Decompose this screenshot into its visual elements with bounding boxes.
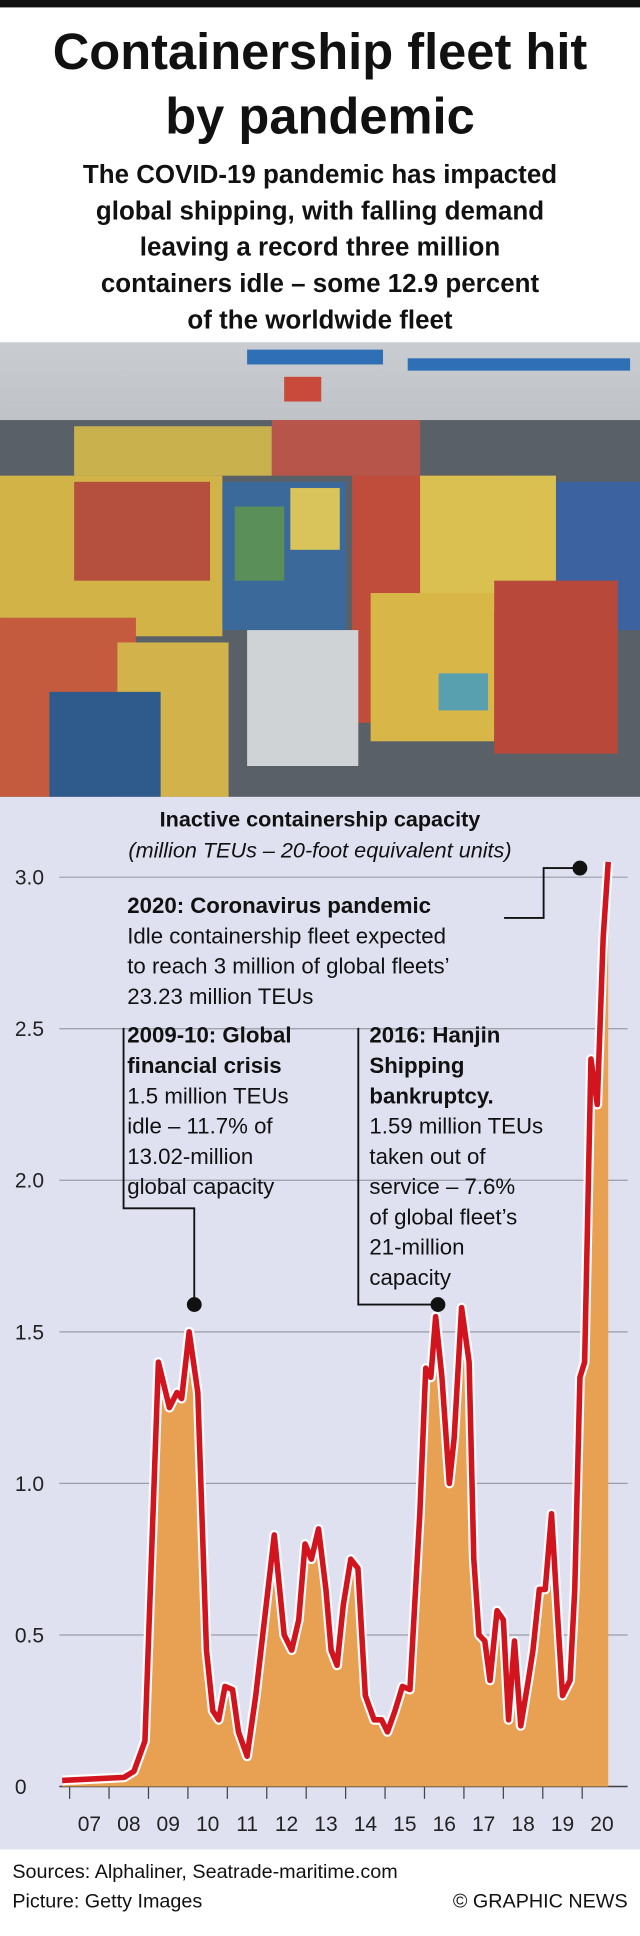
- x-tick-label: 10: [196, 1813, 219, 1836]
- annotation-dot: [186, 1297, 202, 1312]
- leader-line: [122, 1027, 196, 1305]
- annotation-text: capacity: [369, 1265, 451, 1290]
- annotation-text: 1.5 million TEUs: [127, 1083, 288, 1108]
- annotation-title: bankruptcy.: [369, 1083, 493, 1108]
- x-tick-label: 08: [117, 1813, 140, 1836]
- subtitle-line: of the worldwide fleet: [187, 307, 453, 335]
- chart-subtitle: (million TEUs – 20-foot equivalent units…: [128, 837, 511, 862]
- subtitle-line: leaving a record three million: [140, 234, 500, 262]
- annotation-text: to reach 3 million of global fleets’: [127, 954, 449, 979]
- annotation-text: idle – 11.7% of: [127, 1114, 273, 1139]
- x-tick-label: 14: [354, 1813, 378, 1836]
- annotation-text: 13.02-million: [127, 1144, 253, 1169]
- x-tick-label: 18: [511, 1813, 534, 1836]
- y-tick-label: 3.0: [15, 867, 44, 890]
- y-tick-label: 1.5: [15, 1321, 44, 1344]
- x-tick-label: 07: [78, 1813, 101, 1836]
- credit: © GRAPHIC NEWS: [453, 1891, 628, 1913]
- annotation-text: Idle containership fleet expected: [127, 923, 446, 948]
- x-tick-label: 11: [236, 1813, 258, 1836]
- x-tick-label: 13: [314, 1813, 337, 1836]
- x-tick-label: 19: [551, 1813, 574, 1836]
- picture-credit: Picture: Getty Images: [12, 1891, 202, 1913]
- subtitle-line: global shipping, with falling demand: [96, 197, 544, 225]
- annotation-title: financial crisis: [127, 1053, 281, 1078]
- annotation-title: Shipping: [369, 1053, 464, 1078]
- plot: [61, 861, 614, 1787]
- annotation-text: taken out of: [369, 1144, 486, 1169]
- top-bar: [0, 0, 640, 8]
- x-tick-label: 17: [472, 1813, 495, 1836]
- leader-line: [357, 1027, 438, 1306]
- line: [62, 861, 612, 1784]
- y-tick-label: 2.5: [15, 1018, 44, 1041]
- annotation-text: of global fleet’s: [369, 1204, 517, 1229]
- subtitle-line: The COVID-19 pandemic has impacted: [83, 161, 557, 189]
- y-tick-label: 0.5: [15, 1624, 44, 1647]
- y-tick-label: 1.0: [15, 1473, 44, 1496]
- subtitle-line: containers idle – some 12.9 percent: [101, 270, 540, 298]
- annotation-title: 2009-10: Global: [127, 1023, 291, 1048]
- subtitle: The COVID-19 pandemic has impacted global…: [83, 161, 557, 335]
- annotation-text: 21-million: [369, 1235, 464, 1260]
- title: Containership fleet hit by pandemic: [53, 23, 588, 144]
- annotation-title: 2016: Hanjin: [369, 1023, 500, 1048]
- x-tick-label: 16: [433, 1813, 456, 1836]
- x-tick-label: 09: [157, 1813, 180, 1836]
- annotation-text: 23.23 million TEUs: [127, 984, 313, 1009]
- photo: [0, 342, 640, 797]
- y-tick-label: 0: [15, 1776, 27, 1799]
- x-tick-label: 15: [393, 1813, 416, 1836]
- x-tick-label: 12: [275, 1813, 298, 1836]
- annotation-text: global capacity: [127, 1174, 275, 1199]
- annotation-dot: [572, 860, 588, 876]
- annotation-text: 1.59 million TEUs: [369, 1114, 543, 1139]
- annotation-title: 2020: Coronavirus pandemic: [127, 893, 431, 918]
- sources: Sources: Alphaliner, Seatrade-maritime.c…: [12, 1861, 397, 1883]
- annotation-dot: [430, 1297, 446, 1312]
- annotation-text: service – 7.6%: [369, 1174, 515, 1199]
- leader-line: [504, 867, 580, 919]
- chart-title: Inactive containership capacity: [160, 807, 481, 832]
- x-tick-label: 20: [590, 1813, 613, 1836]
- annotations: 2020: Coronavirus pandemic Idle container…: [122, 860, 588, 1312]
- y-tick-label: 2.0: [15, 1170, 44, 1193]
